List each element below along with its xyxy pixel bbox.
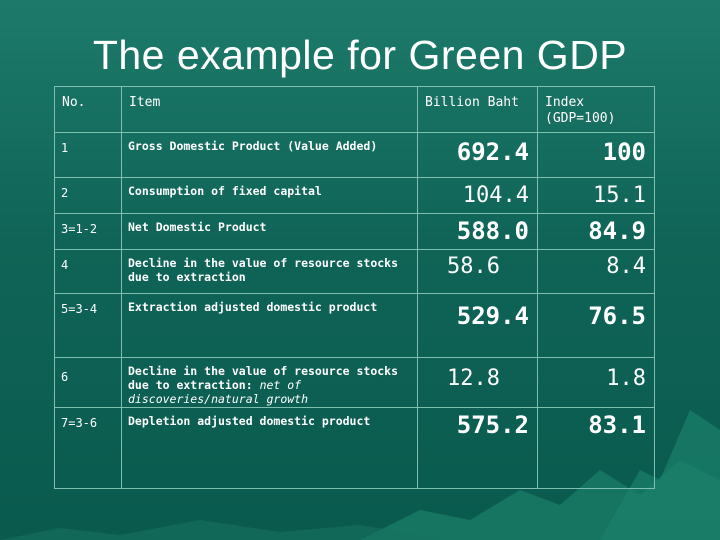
- row-no: 7=3-6: [54, 407, 122, 489]
- row-no: 2: [54, 177, 122, 214]
- row-index: 84.9: [537, 213, 655, 250]
- row-item: Depletion adjusted domestic product: [121, 407, 418, 489]
- header-billion-baht: Billion Baht: [417, 86, 538, 133]
- row-index: 1.8: [537, 357, 655, 408]
- table-row: 5=3-4 Extraction adjusted domestic produ…: [54, 293, 655, 358]
- row-index: 83.1: [537, 407, 655, 489]
- row-billion: 692.4: [417, 132, 538, 178]
- row-no: 4: [54, 249, 122, 294]
- table-row: 2 Consumption of fixed capital 104.4 15.…: [54, 177, 655, 214]
- green-gdp-table: No. Item Billion Baht Index (GDP=100) 1 G…: [54, 86, 655, 489]
- table-row: 4 Decline in the value of resource stock…: [54, 249, 655, 294]
- row-item: Extraction adjusted domestic product: [121, 293, 418, 358]
- row-no: 1: [54, 132, 122, 178]
- table-row: 3=1-2 Net Domestic Product 588.0 84.9: [54, 213, 655, 250]
- row-item: Gross Domestic Product (Value Added): [121, 132, 418, 178]
- header-index: Index (GDP=100): [537, 86, 655, 133]
- row-index: 100: [537, 132, 655, 178]
- row-billion: 529.4: [417, 293, 538, 358]
- row-no: 5=3-4: [54, 293, 122, 358]
- header-item: Item: [121, 86, 418, 133]
- row-index: 15.1: [537, 177, 655, 214]
- row-no: 6: [54, 357, 122, 408]
- row-billion: 12.8: [417, 357, 538, 408]
- table-row: 6 Decline in the value of resource stock…: [54, 357, 655, 408]
- row-billion: 104.4: [417, 177, 538, 214]
- row-no: 3=1-2: [54, 213, 122, 250]
- row-item: Consumption of fixed capital: [121, 177, 418, 214]
- table-row: 7=3-6 Depletion adjusted domestic produc…: [54, 407, 655, 489]
- table-row: 1 Gross Domestic Product (Value Added) 6…: [54, 132, 655, 178]
- page-title: The example for Green GDP: [92, 32, 628, 78]
- header-no: No.: [54, 86, 122, 133]
- row-billion: 575.2: [417, 407, 538, 489]
- table-header-row: No. Item Billion Baht Index (GDP=100): [54, 86, 655, 133]
- row-index: 8.4: [537, 249, 655, 294]
- row-billion: 588.0: [417, 213, 538, 250]
- row-item: Net Domestic Product: [121, 213, 418, 250]
- row-item: Decline in the value of resource stocks d…: [121, 357, 418, 408]
- row-index: 76.5: [537, 293, 655, 358]
- row-billion: 58.6: [417, 249, 538, 294]
- row-item: Decline in the value of resource stocks d…: [121, 249, 418, 294]
